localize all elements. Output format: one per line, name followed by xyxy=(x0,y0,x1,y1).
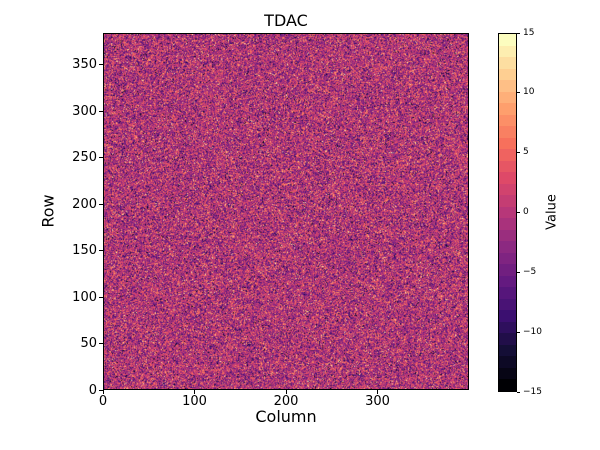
colorbar-tick-mark xyxy=(517,271,520,273)
colorbar-band xyxy=(499,68,516,81)
x-tick-mark xyxy=(285,390,287,394)
y-tick-mark xyxy=(99,64,103,66)
colorbar-band xyxy=(499,229,516,242)
colorbar-band xyxy=(499,57,516,69)
colorbar-band xyxy=(499,252,516,265)
colorbar-tick-label: 10 xyxy=(523,87,535,98)
colorbar-band xyxy=(499,114,516,127)
colorbar-band xyxy=(499,379,516,391)
y-tick-label: 200 xyxy=(72,196,97,212)
y-tick-label: 350 xyxy=(72,57,97,73)
colorbar-band xyxy=(499,321,516,334)
colorbar-band xyxy=(499,183,516,196)
x-tick-label: 0 xyxy=(98,394,108,409)
colorbar-band xyxy=(499,264,516,276)
colorbar-band xyxy=(499,298,516,311)
y-tick-label: 250 xyxy=(72,150,97,166)
colorbar-tick-mark xyxy=(517,391,520,393)
colorbar-band xyxy=(499,241,516,253)
x-axis-label: Column xyxy=(255,407,317,426)
y-tick-label: 50 xyxy=(80,336,97,352)
colorbar-tick-label: 5 xyxy=(523,147,529,158)
colorbar-band xyxy=(499,34,516,46)
colorbar xyxy=(498,33,517,392)
y-tick-label: 300 xyxy=(72,103,97,119)
y-tick-label: 150 xyxy=(72,243,97,259)
x-tick-mark xyxy=(377,390,378,394)
y-tick-label: 0 xyxy=(88,382,97,398)
colorbar-band xyxy=(499,333,516,345)
chart-title: TDAC xyxy=(264,11,308,30)
colorbar-band xyxy=(499,275,516,288)
colorbar-band xyxy=(499,80,516,92)
colorbar-band xyxy=(499,137,516,150)
colorbar-band xyxy=(499,160,516,173)
y-tick-mark xyxy=(99,110,103,112)
x-tick-label: 200 xyxy=(273,394,299,409)
x-tick-mark xyxy=(102,390,104,394)
colorbar-tick-mark xyxy=(517,32,520,34)
y-tick-mark xyxy=(99,157,103,159)
colorbar-tick-label: −15 xyxy=(523,386,542,397)
y-tick-mark xyxy=(99,296,103,298)
colorbar-band xyxy=(499,218,516,230)
heatmap-canvas xyxy=(104,34,468,389)
y-tick-label: 100 xyxy=(72,289,97,305)
colorbar-band xyxy=(499,45,516,58)
colorbar-tick-label: −5 xyxy=(523,266,537,277)
colorbar-band xyxy=(499,356,516,368)
colorbar-band xyxy=(499,91,516,104)
colorbar-tick-label: 0 xyxy=(523,207,529,217)
colorbar-band xyxy=(499,172,516,184)
colorbar-band xyxy=(499,206,516,219)
colorbar-tick-mark xyxy=(517,331,520,333)
colorbar-band xyxy=(499,367,516,380)
colorbar-tick-mark xyxy=(517,212,520,213)
colorbar-band xyxy=(499,126,516,138)
colorbar-band xyxy=(499,103,516,115)
colorbar-band xyxy=(499,310,516,322)
colorbar-tick-mark xyxy=(517,92,520,94)
x-tick-label: 300 xyxy=(365,394,390,409)
y-tick-mark xyxy=(99,389,103,391)
colorbar-tick-mark xyxy=(517,152,520,154)
colorbar-band xyxy=(499,344,516,357)
y-tick-mark xyxy=(99,250,103,252)
y-tick-mark xyxy=(99,203,103,205)
y-tick-mark xyxy=(99,343,103,345)
colorbar-label: Value xyxy=(544,194,560,230)
colorbar-band xyxy=(499,287,516,299)
x-tick-label: 100 xyxy=(182,394,207,409)
colorbar-band xyxy=(499,149,516,161)
heatmap-plot xyxy=(103,33,469,390)
colorbar-tick-label: 15 xyxy=(523,27,535,38)
colorbar-tick-label: −10 xyxy=(523,326,542,337)
colorbar-band xyxy=(499,195,516,207)
colorbar-gradient xyxy=(499,34,516,391)
x-tick-mark xyxy=(194,390,195,394)
